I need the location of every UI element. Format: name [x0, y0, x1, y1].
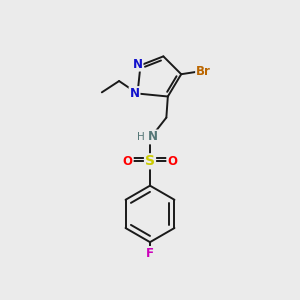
Text: H: H: [136, 132, 144, 142]
Text: S: S: [145, 154, 155, 168]
Text: O: O: [123, 155, 133, 168]
Text: O: O: [167, 155, 177, 168]
Text: N: N: [130, 87, 140, 100]
Text: Br: Br: [196, 65, 211, 78]
Text: F: F: [146, 247, 154, 260]
Text: N: N: [148, 130, 158, 143]
Text: N: N: [133, 58, 142, 70]
